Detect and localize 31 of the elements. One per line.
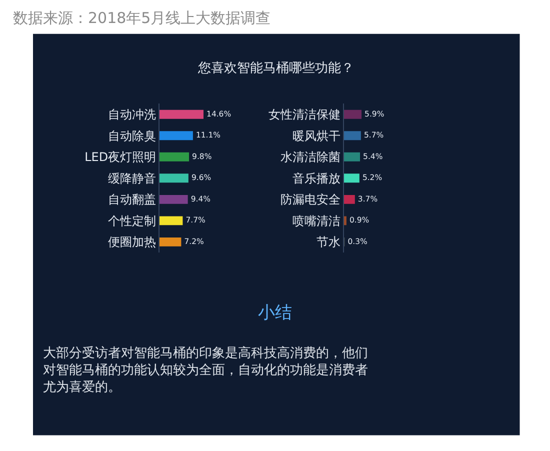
source-note: 数据来源：2018年5月线上大数据调查 bbox=[13, 9, 271, 27]
text: 小结 bbox=[258, 303, 292, 323]
y-tick-label: 女性清洁保健 bbox=[268, 108, 340, 122]
y-tick-label: 自动翻盖 bbox=[108, 192, 156, 207]
text: 大部分受访者对智能马桶的印象是高科技高消费的，他们对智能马桶的功能认知较为全面，自动化的功能是消费者尤为喜爱的。 bbox=[43, 345, 368, 395]
y-tick-label: LED夜灯照明 bbox=[84, 150, 156, 164]
bar bbox=[160, 174, 188, 183]
y-tick-label: 个性定制 bbox=[108, 214, 156, 228]
y-tick-label: 防漏电安全 bbox=[280, 192, 340, 207]
bar bbox=[344, 216, 346, 226]
text: 您喜欢智能马桶哪些功能？ bbox=[197, 61, 354, 76]
y-tick-label: 节水 bbox=[316, 235, 340, 250]
bar bbox=[344, 152, 360, 162]
y-tick-label: 水清洁除菌 bbox=[280, 150, 340, 164]
bar bbox=[344, 110, 362, 119]
bar bbox=[160, 237, 182, 246]
bar bbox=[160, 216, 183, 226]
y-tick-label: 喷嘴清洁 bbox=[292, 214, 340, 228]
bar bbox=[344, 131, 361, 140]
bar bbox=[160, 131, 193, 140]
y-tick-label: 自动冲洗 bbox=[108, 108, 156, 122]
bar bbox=[344, 174, 360, 183]
y-tick-label: 音乐播放 bbox=[292, 171, 340, 186]
bar bbox=[160, 194, 188, 204]
bar bbox=[160, 110, 204, 119]
y-tick-label: 缓降静音 bbox=[108, 171, 156, 186]
y-tick-label: 暖风烘干 bbox=[292, 128, 340, 143]
y-tick-label: 便圈加热 bbox=[108, 235, 156, 250]
y-tick-label: 自动除臭 bbox=[108, 128, 156, 143]
bar bbox=[344, 194, 355, 204]
bar bbox=[160, 152, 190, 162]
